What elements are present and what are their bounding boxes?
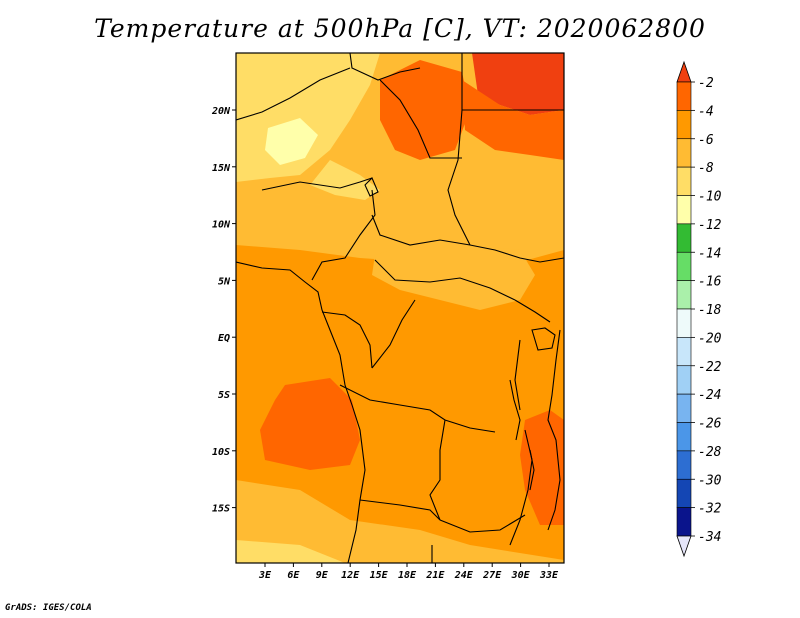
border-mali-niger <box>236 67 351 121</box>
border-nigeria-cameroon <box>311 189 376 281</box>
field-egypt-warm <box>462 80 564 160</box>
lon-tick-label: 15E <box>370 570 389 581</box>
field-central-sahara-cool <box>310 160 380 200</box>
border-car-drc <box>374 259 516 301</box>
latitude-axis: 20N 15N 10N 5N EQ 5S 10S 15S <box>211 106 236 515</box>
colorbar-bottom-arrow <box>676 535 692 558</box>
field-sahara-coldest <box>265 118 318 165</box>
border-angola-namibia <box>359 499 441 521</box>
colorbar-label: -34 <box>698 530 721 545</box>
lon-tick-label: 21E <box>425 570 445 581</box>
colorbar-swatch <box>676 81 692 111</box>
colorbar-label: -28 <box>698 445 722 460</box>
field-central-cool <box>372 240 535 310</box>
colorbar-swatch <box>676 365 692 395</box>
lake-malawi <box>529 449 535 491</box>
lon-tick-label: 6E <box>287 570 300 581</box>
colorbar-swatch <box>676 138 692 168</box>
lat-tick-label: 5S <box>218 390 230 401</box>
map-title: Temperature at 500hPa [C], VT: 202006280… <box>94 14 706 43</box>
field-egypt-warmest <box>472 53 564 115</box>
colorbar-label: -2 <box>698 76 714 91</box>
field-angola-warm <box>260 378 360 470</box>
border-algeria-libya <box>349 53 421 81</box>
lon-tick-label: 24E <box>454 570 474 581</box>
longitude-axis: 3E 6E 9E 12E 15E 18E 21E 24E 27E 30E 33E <box>258 563 559 581</box>
lon-tick-label: 27E <box>482 570 502 581</box>
colorbar-swatch <box>676 166 692 196</box>
colorbar-swatch <box>676 195 692 225</box>
colorbar-swatch <box>676 450 692 480</box>
colorbar-label: -24 <box>698 388 721 403</box>
colorbar-swatch <box>676 393 692 423</box>
colorbar-swatch <box>676 110 692 140</box>
colorbar-label: -26 <box>698 417 722 432</box>
colorbar-swatch <box>676 223 692 253</box>
border-niger-nigeria <box>261 177 373 191</box>
field-south-cool <box>236 540 345 563</box>
border-southsudan-uganda <box>514 299 551 323</box>
colorbar-label: -32 <box>698 502 722 517</box>
lat-tick-label: 20N <box>211 106 231 117</box>
coastline-east-africa <box>547 329 561 531</box>
temperature-field <box>236 53 564 563</box>
lat-tick-label: 10N <box>212 220 231 231</box>
border-gabon-congo <box>321 311 373 369</box>
coastline-west-africa <box>236 261 366 563</box>
colorbar-swatch <box>676 280 692 310</box>
colorbar-swatch <box>676 507 692 537</box>
colorbar-label: -20 <box>698 331 722 346</box>
colorbar-label: -10 <box>698 190 722 205</box>
field-southwest-cool <box>236 480 564 563</box>
colorbar-swatch <box>676 422 692 452</box>
colorbar-swatch <box>676 478 692 508</box>
lon-tick-label: 3E <box>258 570 272 581</box>
field-mozambique-warm <box>520 410 564 525</box>
colorbar-label: -4 <box>698 104 714 119</box>
colorbar-label: -30 <box>698 473 722 488</box>
border-chad-car <box>371 214 471 246</box>
colorbar-label: -16 <box>698 275 722 290</box>
colorbar-top-arrow <box>676 60 692 83</box>
border-congo-drc <box>371 299 416 369</box>
colorbar-label: -12 <box>698 218 722 233</box>
map-frame <box>235 52 565 564</box>
lon-tick-label: 18E <box>398 570 417 581</box>
border-mozambique <box>509 429 533 546</box>
border-angola-zambia <box>429 419 446 521</box>
border-chad-sudan <box>447 109 471 246</box>
lat-tick-label: 15S <box>212 504 230 515</box>
border-sudan-southsudan <box>469 244 564 263</box>
lon-tick-label: 33E <box>539 570 559 581</box>
lon-tick-label: 12E <box>341 570 360 581</box>
border-drc-angola <box>339 384 496 433</box>
field-libya-warm <box>380 60 470 160</box>
lake-tanganyika <box>509 379 521 441</box>
border-niger-chad <box>379 79 462 159</box>
colorbar-label: -14 <box>698 246 721 261</box>
lake-chad <box>364 177 379 197</box>
lon-tick-label: 9E <box>316 570 329 581</box>
lat-tick-label: 5N <box>218 276 231 287</box>
lon-tick-label: 30E <box>511 570 531 581</box>
colorbar-label: -6 <box>698 133 714 148</box>
lake-victoria <box>531 327 556 351</box>
colorbar-swatch <box>676 337 692 367</box>
lat-tick-label: 10S <box>212 447 230 458</box>
colorbar-label: -18 <box>698 303 722 318</box>
lat-tick-label: 15N <box>212 163 231 174</box>
colorbar: -2 -4 -6 -8 -10 -12 -14 -16 -18 -20 -22 -24 -26 -28 -3… <box>676 60 722 558</box>
colorbar-label: -22 <box>698 360 722 375</box>
colorbar-swatch <box>676 251 692 281</box>
border-drc-tanzania <box>514 339 521 411</box>
colorbar-swatch <box>676 308 692 338</box>
border-zambia-zimbabwe <box>439 514 526 533</box>
country-borders <box>236 53 564 563</box>
grads-credit: GrADS: IGES/COLA <box>5 603 92 613</box>
colorbar-label: -8 <box>698 161 714 176</box>
lat-tick-label: EQ <box>218 333 230 344</box>
